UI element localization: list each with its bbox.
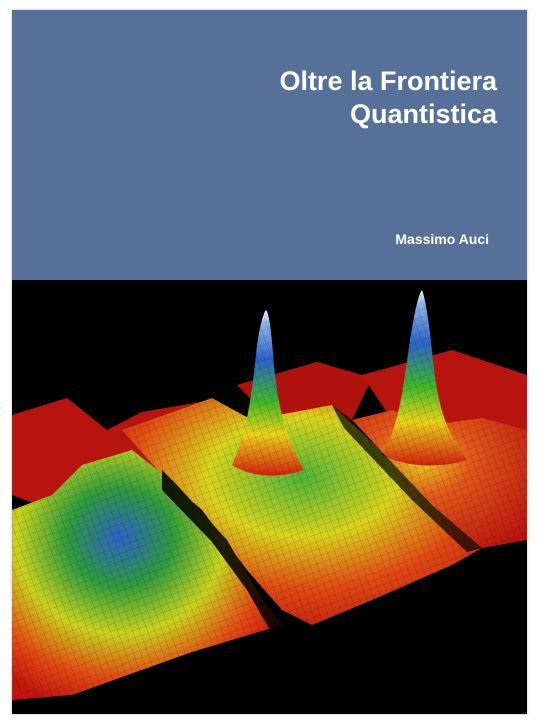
cover-header-panel: Oltre la Frontiera Quantistica Massimo A… — [12, 10, 527, 280]
surface-plots-illustration — [12, 290, 527, 700]
book-title: Oltre la Frontiera Quantistica — [279, 65, 497, 131]
book-title-line-2: Quantistica — [349, 99, 497, 129]
book-title-line-1: Oltre la Frontiera — [279, 66, 497, 96]
book-cover: Oltre la Frontiera Quantistica Massimo A… — [12, 10, 527, 714]
cover-artwork — [12, 280, 527, 714]
book-author: Massimo Auci — [395, 231, 489, 247]
